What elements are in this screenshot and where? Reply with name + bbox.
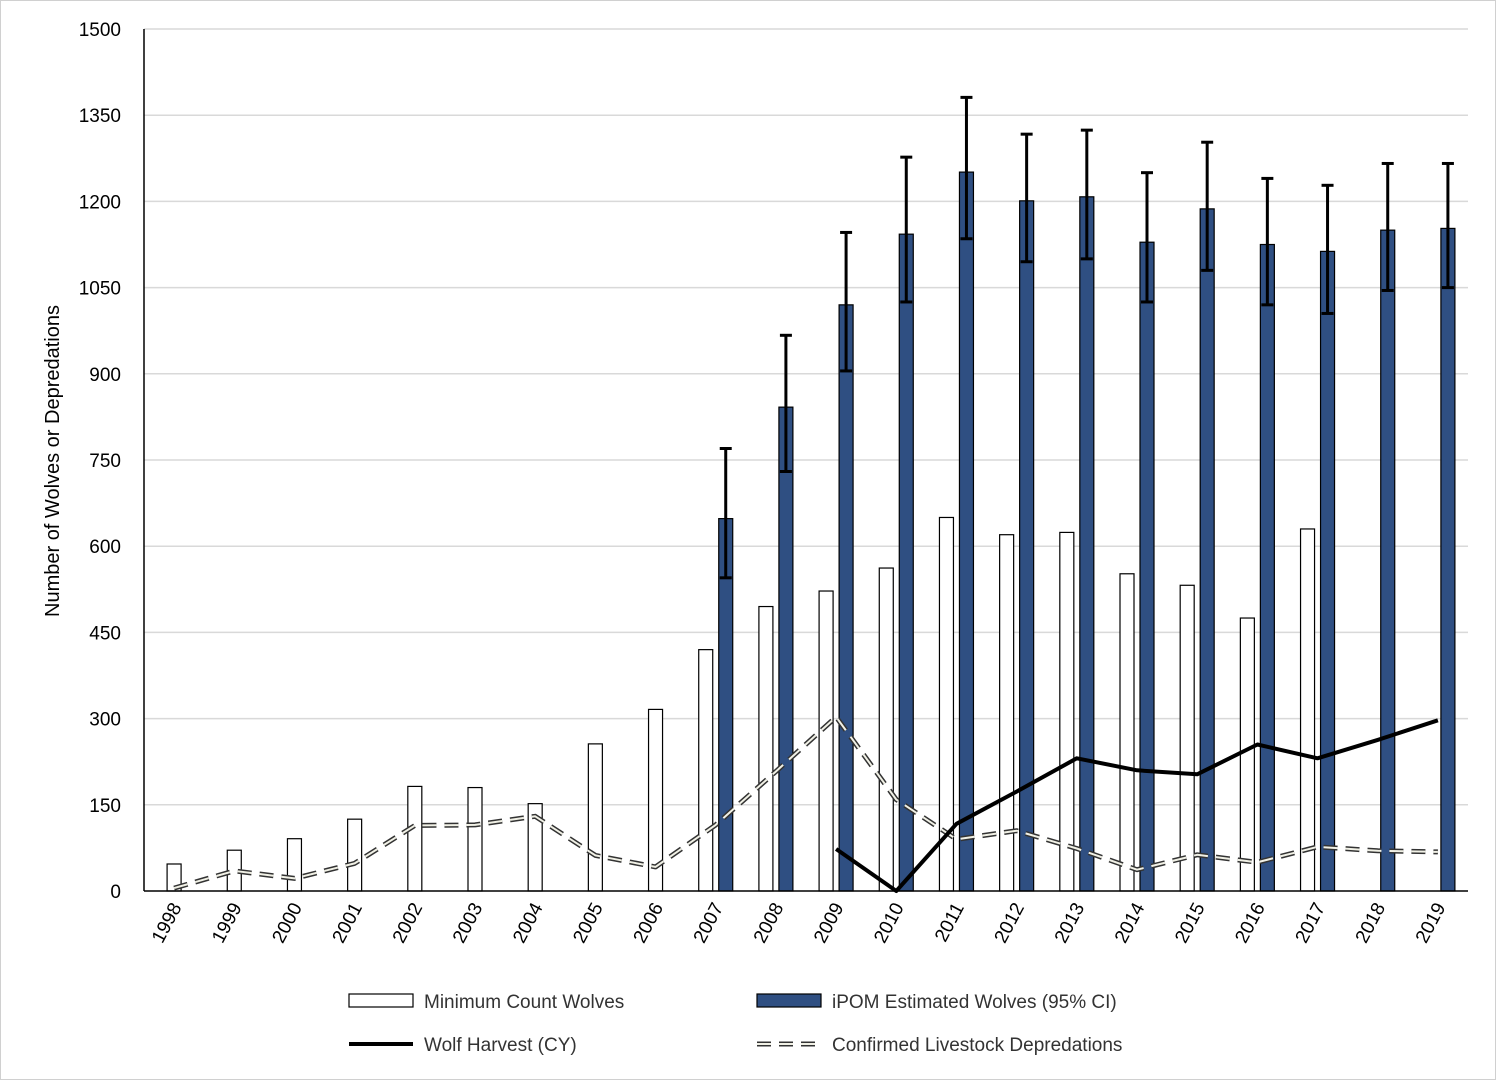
legend-swatch (348, 993, 414, 1008)
x-tick-label: 2014 (1111, 899, 1150, 947)
legend-label: Minimum Count Wolves (424, 992, 624, 1013)
bar-minimum-count-2001 (347, 818, 363, 892)
bar-ipom-estimate-2009 (838, 304, 854, 892)
bar-minimum-count-2007 (698, 649, 714, 892)
bar-minimum-count-2005 (587, 743, 603, 892)
bar-minimum-count-2009 (818, 590, 834, 892)
line-confirmed-livestock-depredations (173, 715, 1438, 890)
y-axis-tick-labels: 0 150 300 450 600 750 900 1050 1200 1350 1500 (79, 20, 121, 903)
x-tick-label: 2015 (1171, 899, 1209, 946)
x-tick-label: 2019 (1412, 899, 1450, 946)
x-tick-label: 2000 (268, 899, 306, 946)
x-tick-label: 2018 (1352, 899, 1390, 946)
y-tick-label: 1200 (79, 192, 121, 213)
bar-ipom-estimate-2019 (1440, 227, 1456, 892)
x-tick-label: 2005 (569, 899, 607, 946)
x-tick-label: 2016 (1231, 899, 1269, 946)
y-tick-label: 900 (89, 365, 121, 386)
bar-minimum-count-2002 (407, 785, 423, 892)
x-tick-label: 2002 (389, 899, 427, 946)
y-tick-label: 600 (89, 537, 121, 558)
legend-swatch (756, 993, 822, 1008)
legend-label: Wolf Harvest (CY) (424, 1035, 577, 1056)
x-tick-label: 2011 (931, 899, 969, 945)
y-tick-label: 0 (110, 882, 121, 903)
bar-ipom-estimate-2014 (1139, 241, 1155, 892)
bar-minimum-count-2014 (1119, 573, 1135, 892)
axes (143, 29, 1468, 892)
gridlines (144, 28, 1468, 806)
y-tick-label: 1350 (79, 106, 121, 127)
bar-ipom-estimate-2013 (1079, 196, 1095, 892)
y-tick-label: 450 (89, 623, 121, 644)
y-tick-label: 1500 (79, 20, 121, 41)
x-tick-label: 2006 (630, 899, 668, 946)
bar-ipom-estimate-2010 (898, 233, 914, 892)
y-tick-label: 150 (89, 796, 121, 817)
bar-ipom-estimate-2015 (1199, 208, 1215, 892)
bar-ipom-estimate-2016 (1259, 243, 1275, 892)
x-axis-tick-labels: 1998 1999 2000 2001 2002 2003 2004 2005 2006 2007… (148, 899, 1450, 947)
y-tick-label: 1050 (79, 279, 121, 300)
x-tick-label: 2013 (1051, 899, 1089, 946)
x-tick-label: 2007 (690, 899, 728, 946)
series-lines (173, 714, 1439, 893)
bar-minimum-count-2016 (1239, 617, 1255, 892)
bar-minimum-count-2008 (758, 605, 774, 892)
bar-ipom-estimate-2018 (1380, 229, 1396, 892)
bar-minimum-count-2013 (1059, 531, 1075, 892)
x-tick-label: 2010 (870, 899, 908, 946)
line-wolf-harvest (834, 718, 1439, 893)
error-bars (719, 95, 1454, 580)
x-tick-label: 2001 (329, 899, 367, 946)
y-tick-label: 300 (89, 710, 121, 731)
bar-ipom-estimate-2017 (1319, 250, 1336, 892)
legend-label: Confirmed Livestock Depredations (832, 1035, 1122, 1056)
bar-minimum-count-2000 (286, 838, 303, 892)
bar-ipom-estimate-2011 (958, 171, 975, 892)
x-tick-label: 1999 (208, 899, 246, 946)
x-tick-label: 2004 (509, 899, 548, 947)
x-tick-label: 2003 (449, 899, 487, 946)
bar-minimum-count-2003 (467, 786, 483, 892)
x-tick-label: 2008 (750, 899, 788, 946)
legend-label: iPOM Estimated Wolves (95% CI) (832, 992, 1117, 1013)
bar-minimum-count-2017 (1299, 528, 1316, 892)
bar-minimum-count-2012 (999, 534, 1015, 892)
bar-minimum-count-2010 (878, 567, 894, 892)
bar-ipom-estimate-2008 (778, 406, 794, 892)
bars (166, 171, 1456, 892)
legend: Minimum Count Wolves iPOM Estimated Wolve… (348, 992, 1122, 1056)
y-axis-label: Number of Wolves or Depredations (42, 305, 64, 617)
x-tick-label: 2009 (810, 899, 848, 946)
x-tick-label: 2017 (1292, 899, 1330, 946)
x-tick-label: 2012 (991, 899, 1029, 946)
x-tick-label: 1998 (148, 899, 186, 946)
y-tick-label: 750 (89, 451, 121, 472)
bar-minimum-count-2015 (1179, 584, 1195, 892)
